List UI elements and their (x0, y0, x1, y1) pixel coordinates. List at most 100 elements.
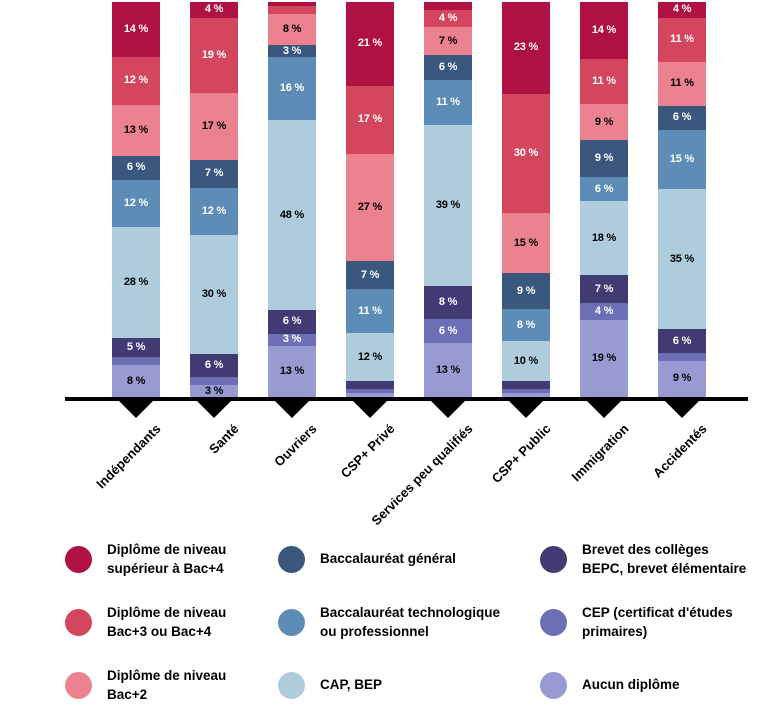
bar-segment: 18 % (580, 201, 628, 275)
segment-value-label: 30 % (201, 287, 227, 300)
legend-label: Diplôme de niveau Bac+2 (107, 667, 227, 702)
segment-value-label: 6 % (126, 161, 146, 174)
bar-segment (346, 392, 394, 397)
bar-segment (268, 5, 316, 14)
legend-swatch-circle (540, 546, 567, 573)
bar-segment (346, 388, 394, 393)
bar-segment: 7 % (346, 261, 394, 290)
bar-segment: 6 % (424, 318, 472, 344)
bar-segment: 14 % (112, 2, 160, 58)
bar-segment: 15 % (502, 213, 550, 274)
bar-segment: 3 % (190, 385, 238, 397)
bar-5: 4 % 7 % 6 % 11 % 39 % 8 % 6 % 13 % (424, 2, 472, 397)
legend-label: Diplôme de niveau Bac+3 ou Bac+4 (107, 604, 227, 639)
bar-segment: 28 % (112, 227, 160, 338)
bar-segment: 9 % (658, 361, 706, 397)
legend-item: CAP, BEP (278, 664, 500, 707)
segment-value-label: 39 % (435, 199, 461, 212)
legend-label: Baccalauréat technologique ou profession… (320, 604, 501, 639)
segment-value-label: 13 % (435, 363, 461, 376)
bar-segment: 27 % (346, 153, 394, 262)
segment-value-label: 17 % (357, 113, 383, 126)
segment-value-label: 28 % (123, 275, 149, 288)
bar-segment: 17 % (190, 92, 238, 160)
legend-label: CAP, BEP (320, 677, 383, 693)
bar-segment: 4 % (658, 2, 706, 18)
segment-value-label: 8 % (438, 295, 458, 308)
segment-value-label: 6 % (204, 358, 224, 371)
segment-value-label: 8 % (282, 23, 302, 36)
bar-segment: 12 % (190, 187, 238, 236)
bar-segment: 13 % (112, 104, 160, 157)
bar-segment: 7 % (190, 159, 238, 188)
axis-marker-triangle (353, 401, 387, 418)
bar-segment: 9 % (580, 103, 628, 141)
bar-segment: 23 % (502, 2, 550, 94)
legend-item: CEP (certificat d'études primaires) (540, 601, 746, 644)
bar-segment: 35 % (658, 189, 706, 330)
bar-6: 23 % 30 % 15 % 9 % 8 % 10 % (502, 2, 550, 397)
bar-segment: 11 % (658, 17, 706, 62)
segment-value-label: 3 % (204, 384, 224, 397)
segment-value-label: 4 % (594, 304, 614, 317)
segment-value-label: 12 % (357, 350, 383, 363)
segment-value-label: 14 % (123, 23, 149, 36)
bar-segment: 8 % (502, 309, 550, 342)
legend-swatch-circle (278, 546, 305, 573)
bar-segment: 11 % (346, 289, 394, 334)
bar-segment: 6 % (112, 156, 160, 180)
bar-2: 4 % 19 % 17 % 7 % 12 % 30 % 6 % 3 % (190, 2, 238, 397)
bar-segment: 6 % (424, 55, 472, 81)
bar-segment: 7 % (580, 274, 628, 304)
segment-value-label: 7 % (594, 282, 614, 295)
bar-segment: 4 % (580, 303, 628, 320)
bar-segment: 39 % (424, 125, 472, 286)
bar-segment: 16 % (268, 57, 316, 121)
legend-swatch-circle (278, 672, 305, 699)
bar-segment: 3 % (268, 45, 316, 58)
bar-segment: 9 % (502, 273, 550, 310)
segment-value-label: 8 % (516, 318, 536, 331)
segment-value-label: 9 % (594, 115, 614, 128)
legend-swatch-circle (65, 672, 92, 699)
segment-value-label: 21 % (357, 37, 383, 50)
legend-label: CEP (certificat d'études primaires) (582, 604, 733, 639)
legend-swatch-circle (65, 609, 92, 636)
bar-segment: 12 % (346, 333, 394, 381)
segment-value-label: 11 % (670, 33, 694, 46)
segment-value-label: 23 % (513, 41, 539, 54)
legend-swatch-circle (540, 609, 567, 636)
bar-segment: 10 % (502, 341, 550, 381)
segment-value-label: 5 % (126, 341, 146, 354)
legend-column-2: Baccalauréat général Baccalauréat technol… (278, 538, 500, 725)
segment-value-label: 12 % (123, 74, 149, 87)
segment-value-label: 10 % (513, 354, 539, 367)
bar-segment: 14 % (580, 2, 628, 59)
segment-value-label: 4 % (438, 11, 458, 24)
legend-label: Baccalauréat général (320, 551, 456, 567)
segment-value-label: 35 % (669, 252, 695, 265)
bar-segment: 5 % (112, 337, 160, 358)
bar-8: 4 % 11 % 11 % 6 % 15 % 35 % 6 % 9 % (658, 2, 706, 397)
bar-segment: 7 % (424, 26, 472, 56)
bar-segment: 8 % (268, 13, 316, 46)
bar-4: 21 % 17 % 27 % 7 % 11 % 12 % (346, 2, 394, 397)
bar-segment: 15 % (658, 129, 706, 190)
segment-value-label: 13 % (123, 123, 149, 136)
axis-marker-triangle (431, 401, 465, 418)
segment-value-label: 12 % (123, 196, 149, 209)
bar-segment: 21 % (346, 2, 394, 86)
segment-value-label: 3 % (282, 333, 302, 346)
segment-value-label: 6 % (672, 111, 692, 124)
segment-value-label: 7 % (360, 268, 380, 281)
segment-value-label: 6 % (594, 182, 614, 195)
segment-value-label: 9 % (672, 372, 692, 385)
legend-column-3: Brevet des collèges BEPC, brevet élément… (540, 538, 746, 725)
bar-segment: 4 % (424, 10, 472, 27)
bar-segment: 13 % (424, 343, 472, 397)
segment-value-label: 16 % (279, 82, 305, 95)
segment-value-label: 11 % (670, 77, 694, 90)
segment-value-label: 18 % (591, 231, 617, 244)
bar-segment: 3 % (268, 334, 316, 346)
